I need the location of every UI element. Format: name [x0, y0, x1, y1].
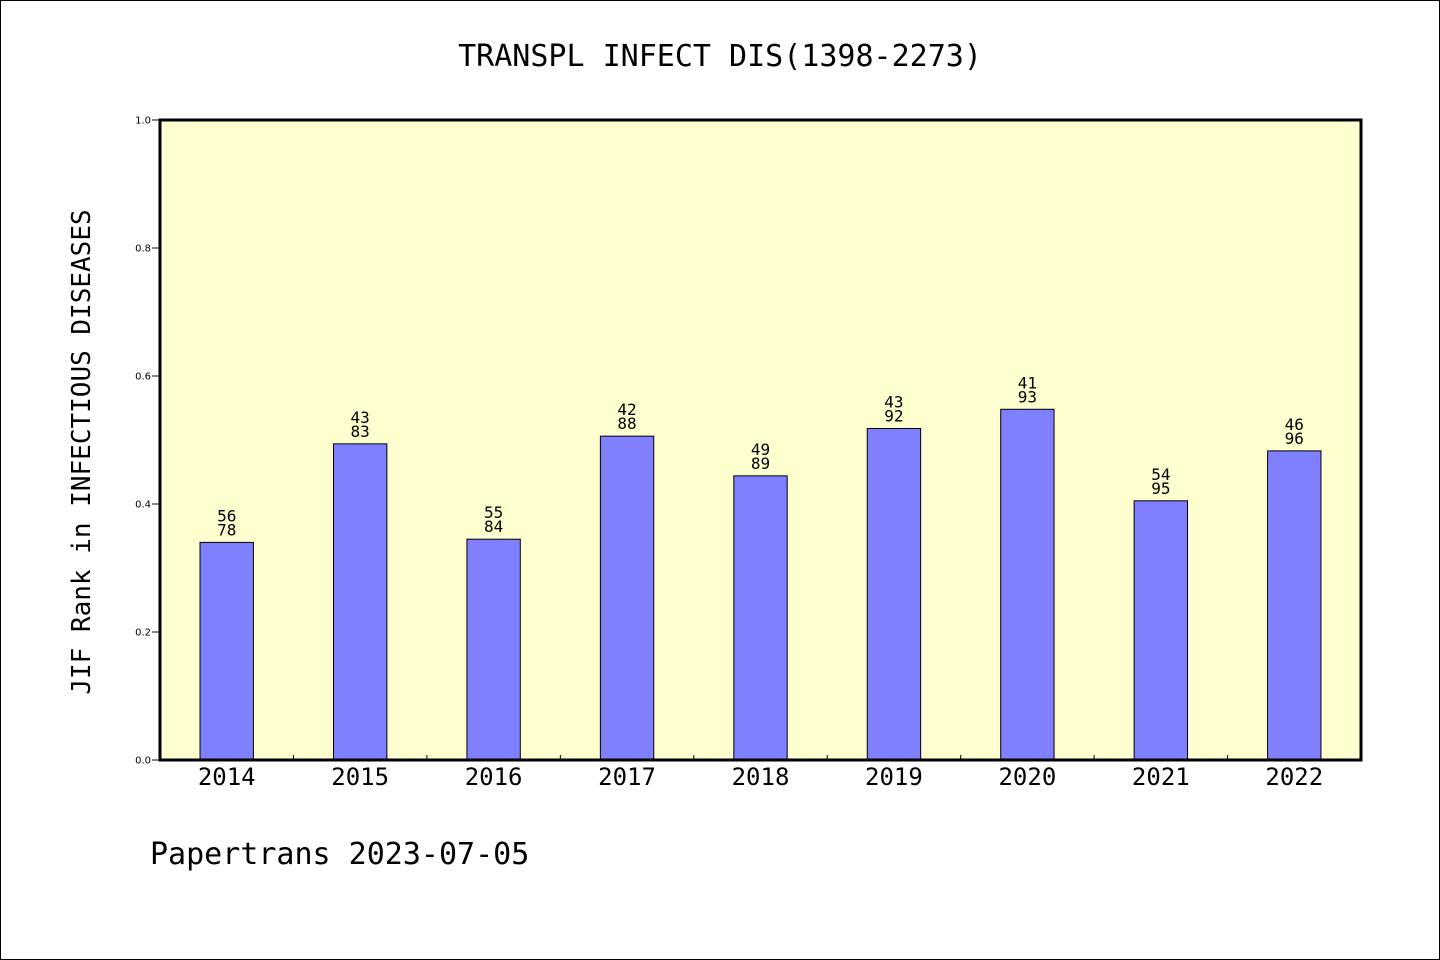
bar-2014: [199, 541, 254, 761]
bar-label-rank: 43: [351, 408, 370, 427]
bar-label-rank: 54: [1151, 465, 1170, 484]
bar-label-total: 92: [884, 406, 903, 425]
y-ticks-group: 0.0 0.2 0.4 0.6 0.8 1.0: [135, 116, 160, 767]
y-tick-label: 0.8: [135, 244, 151, 255]
chart-title: TRANSPL INFECT DIS(1398-2273): [458, 39, 982, 74]
x-tick-label: 2019: [865, 763, 923, 791]
bar-label-rank: 56: [217, 506, 236, 525]
bar-label-rank: 41: [1018, 373, 1037, 392]
bar-label-rank: 43: [884, 392, 903, 411]
bar-label-total: 93: [1018, 387, 1037, 406]
bar-label-total: 88: [617, 414, 636, 433]
bar-label-total: 84: [484, 517, 503, 536]
x-tick-label: 2015: [331, 763, 389, 791]
x-ticks-group: 2014 2015 2016 2017 2018 2019 2020 2021 2022: [198, 755, 1323, 791]
footer-text: Papertrans 2023-07-05: [150, 837, 529, 872]
bar-2022: [1267, 450, 1322, 761]
bar-label-rank: 42: [617, 400, 636, 419]
y-tick-label: 0.6: [135, 372, 151, 383]
bar-2021: [1133, 500, 1189, 761]
y-tick-label: 0.4: [135, 500, 151, 511]
bar-label-total: 78: [217, 520, 236, 539]
x-tick-label: 2022: [1265, 763, 1323, 791]
bar-label-rank: 55: [484, 503, 503, 522]
bar-label-total: 95: [1151, 479, 1170, 498]
bar-2015: [332, 443, 388, 761]
x-tick-label: 2018: [732, 763, 790, 791]
x-tick-label: 2017: [598, 763, 656, 791]
bar-label-rank: 49: [751, 440, 770, 459]
bar-2016: [466, 538, 521, 761]
bar-2020: [1000, 408, 1055, 761]
bar-2019: [866, 427, 922, 761]
bars-group: [199, 408, 1322, 761]
y-tick-label: 1.0: [135, 116, 151, 127]
x-tick-label: 2021: [1132, 763, 1190, 791]
x-tick-label: 2020: [998, 763, 1056, 791]
x-tick-label: 2014: [198, 763, 256, 791]
bar-label-rank: 46: [1285, 415, 1304, 434]
bar-2017: [599, 435, 655, 761]
bar-label-total: 83: [351, 422, 370, 441]
bar-label-total: 96: [1285, 429, 1304, 448]
y-axis-label: JIF Rank in INFECTIOUS DISEASES: [67, 209, 97, 694]
bar-label-total: 89: [751, 454, 770, 473]
y-tick-label: 0.0: [135, 756, 151, 767]
y-tick-label: 0.2: [135, 628, 151, 639]
bar-2018: [733, 475, 788, 761]
x-tick-label: 2016: [465, 763, 523, 791]
plot-border: [158, 118, 1363, 762]
